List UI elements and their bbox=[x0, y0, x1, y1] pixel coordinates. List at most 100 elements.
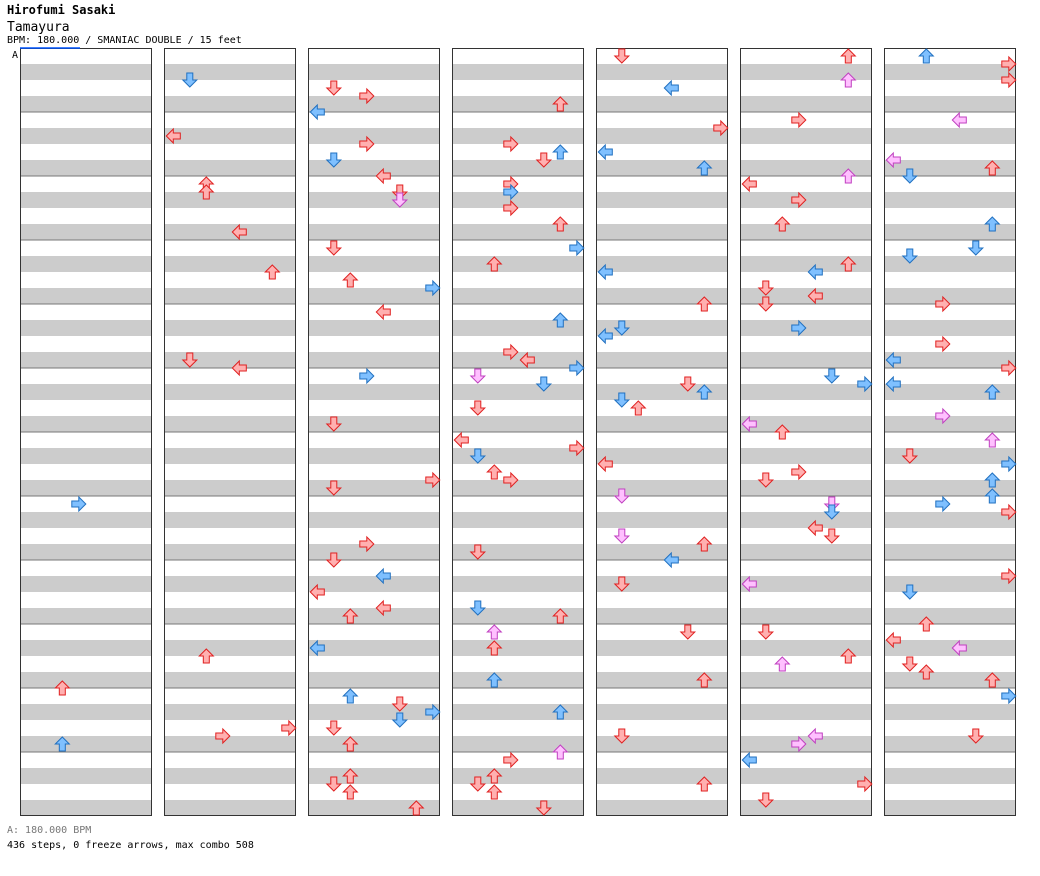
step-arrow-up-icon bbox=[486, 256, 503, 272]
beat-stripe bbox=[308, 448, 440, 464]
beat-stripe bbox=[596, 48, 728, 64]
beat-stripe bbox=[308, 192, 440, 208]
beat-stripe bbox=[740, 256, 872, 272]
beat-stripe bbox=[20, 704, 152, 720]
beat-stripe bbox=[452, 688, 584, 704]
step-arrow-right-icon bbox=[425, 279, 441, 297]
beat-stripe bbox=[884, 752, 1016, 768]
step-arrow-right-icon bbox=[569, 359, 585, 377]
beat-stripe bbox=[308, 608, 440, 624]
beat-stripe bbox=[164, 704, 296, 720]
beat-stripe bbox=[884, 272, 1016, 288]
step-arrow-up-icon bbox=[198, 648, 215, 664]
step-arrow-down-icon bbox=[823, 528, 841, 544]
beat-stripe bbox=[20, 64, 152, 80]
beat-stripe bbox=[308, 736, 440, 752]
beat-stripe bbox=[20, 384, 152, 400]
beat-stripe bbox=[596, 448, 728, 464]
beat-stripe bbox=[740, 688, 872, 704]
beat-stripe bbox=[452, 736, 584, 752]
step-arrow-down-icon bbox=[469, 368, 487, 384]
step-arrow-down-icon bbox=[535, 800, 553, 816]
beat-stripe bbox=[884, 176, 1016, 192]
beat-stripe bbox=[884, 240, 1016, 256]
step-arrow-down-icon bbox=[325, 240, 343, 256]
beat-stripe bbox=[20, 560, 152, 576]
beat-stripe bbox=[596, 496, 728, 512]
step-arrow-right-icon bbox=[503, 183, 519, 201]
beat-stripe bbox=[596, 720, 728, 736]
beat-stripe bbox=[740, 384, 872, 400]
step-arrow-down-icon bbox=[901, 584, 919, 600]
beat-stripe bbox=[20, 272, 152, 288]
step-arrow-right-icon bbox=[569, 239, 585, 257]
beat-stripe bbox=[164, 448, 296, 464]
step-arrow-down-icon bbox=[613, 488, 631, 504]
beat-stripe bbox=[740, 224, 872, 240]
step-arrow-up-icon bbox=[486, 624, 503, 640]
beat-stripe bbox=[452, 800, 584, 816]
step-arrow-up-icon bbox=[918, 664, 935, 680]
beat-stripe bbox=[884, 592, 1016, 608]
step-arrow-left-icon bbox=[597, 263, 613, 281]
step-arrow-down-icon bbox=[325, 720, 343, 736]
beat-stripe bbox=[596, 384, 728, 400]
beat-stripe bbox=[884, 656, 1016, 672]
step-arrow-left-icon bbox=[375, 599, 391, 617]
step-arrow-right-icon bbox=[359, 535, 375, 553]
step-arrow-up-icon bbox=[840, 72, 857, 88]
beat-stripe bbox=[596, 560, 728, 576]
step-arrow-down-icon bbox=[613, 392, 631, 408]
beat-stripe bbox=[884, 320, 1016, 336]
step-arrow-right-icon bbox=[857, 375, 873, 393]
step-arrow-right-icon bbox=[1001, 503, 1017, 521]
beat-stripe bbox=[164, 144, 296, 160]
step-arrow-left-icon bbox=[375, 303, 391, 321]
beat-stripe bbox=[596, 272, 728, 288]
beat-stripe bbox=[20, 144, 152, 160]
step-arrow-down-icon bbox=[757, 280, 775, 296]
beat-stripe bbox=[884, 304, 1016, 320]
beat-stripe bbox=[164, 400, 296, 416]
beat-stripe bbox=[164, 592, 296, 608]
beat-stripe bbox=[596, 624, 728, 640]
step-arrow-down-icon bbox=[181, 352, 199, 368]
beat-stripe bbox=[884, 688, 1016, 704]
step-arrow-left-icon bbox=[741, 751, 757, 769]
step-arrow-down-icon bbox=[469, 448, 487, 464]
beat-stripe bbox=[164, 352, 296, 368]
beat-stripe bbox=[20, 592, 152, 608]
beat-stripe bbox=[740, 432, 872, 448]
beat-stripe bbox=[884, 256, 1016, 272]
beat-stripe bbox=[164, 176, 296, 192]
step-arrow-up-icon bbox=[840, 48, 857, 64]
step-arrow-up-icon bbox=[342, 688, 359, 704]
step-arrow-up-icon bbox=[984, 472, 1001, 488]
beat-stripe bbox=[884, 624, 1016, 640]
artist-name: Hirofumi Sasaki bbox=[7, 3, 116, 17]
beat-stripe bbox=[884, 48, 1016, 64]
beat-stripe bbox=[452, 528, 584, 544]
beat-stripe bbox=[164, 800, 296, 816]
beat-stripe bbox=[308, 320, 440, 336]
beat-stripe bbox=[164, 496, 296, 512]
beat-stripe bbox=[596, 576, 728, 592]
beat-stripe bbox=[164, 336, 296, 352]
beat-stripe bbox=[452, 640, 584, 656]
step-arrow-down-icon bbox=[613, 48, 631, 64]
beat-stripe bbox=[20, 688, 152, 704]
beat-stripe bbox=[740, 288, 872, 304]
beat-stripe bbox=[596, 288, 728, 304]
beat-stripe bbox=[308, 688, 440, 704]
beat-stripe bbox=[452, 160, 584, 176]
beat-stripe bbox=[308, 400, 440, 416]
step-arrow-left-icon bbox=[885, 151, 901, 169]
beat-stripe bbox=[20, 400, 152, 416]
beat-stripe bbox=[164, 416, 296, 432]
beat-stripe bbox=[452, 224, 584, 240]
beat-stripe bbox=[884, 768, 1016, 784]
step-arrow-right-icon bbox=[569, 439, 585, 457]
beat-stripe bbox=[884, 416, 1016, 432]
beat-stripe bbox=[452, 416, 584, 432]
beat-stripe bbox=[884, 64, 1016, 80]
